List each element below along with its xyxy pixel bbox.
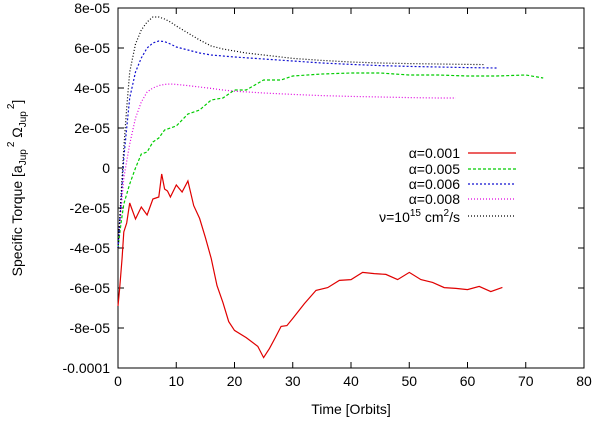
y-tick-label: 8e-05 [74, 0, 110, 16]
legend-label-viscosity: ν=1015 cm2/s [379, 208, 460, 225]
y-tick-label: -4e-05 [70, 240, 111, 256]
legend-label-alpha-0008: α=0.008 [409, 191, 461, 207]
x-axis-title: Time [Orbits] [311, 401, 391, 417]
y-tick-label: 4e-05 [74, 80, 110, 96]
legend-label-alpha-0006: α=0.006 [409, 176, 461, 192]
x-tick-label: 30 [285, 373, 301, 389]
series-line-alpha-0001 [117, 173, 503, 359]
x-tick-label: 60 [460, 373, 476, 389]
x-tick-label: 10 [168, 373, 184, 389]
legend-label-alpha-0005: α=0.005 [409, 161, 461, 177]
x-tick-label: 50 [401, 373, 417, 389]
x-tick-label: 80 [576, 373, 592, 389]
y-tick-label: 2e-05 [74, 120, 110, 136]
x-tick-label: 20 [227, 373, 243, 389]
y-tick-label: -8e-05 [70, 320, 111, 336]
y-axis-title: Specific Torque [aJup2 ΩJup2] [6, 100, 29, 277]
y-tick-label: 0 [102, 160, 110, 176]
series-line-alpha-0005 [117, 72, 544, 249]
series-layer [117, 16, 544, 359]
y-tick-label: 6e-05 [74, 40, 110, 56]
x-tick-label: 40 [343, 373, 359, 389]
legend: α=0.001 α=0.005 α=0.006 α=0.008 ν=1015 c… [379, 145, 516, 225]
y-tick-label: -0.0001 [63, 360, 111, 376]
y-tick-label: -2e-05 [70, 200, 111, 216]
axis-ticks: 0 10 20 30 40 50 60 70 80 -0.0001 -8e-05 -6e-05 -4e-… [63, 0, 592, 389]
legend-label-alpha-0001: α=0.001 [409, 145, 461, 161]
x-tick-label: 70 [518, 373, 534, 389]
series-line-viscosity [117, 16, 486, 249]
x-tick-label: 0 [114, 373, 122, 389]
y-tick-label: -6e-05 [70, 280, 111, 296]
series-line-alpha-0006 [117, 40, 497, 249]
